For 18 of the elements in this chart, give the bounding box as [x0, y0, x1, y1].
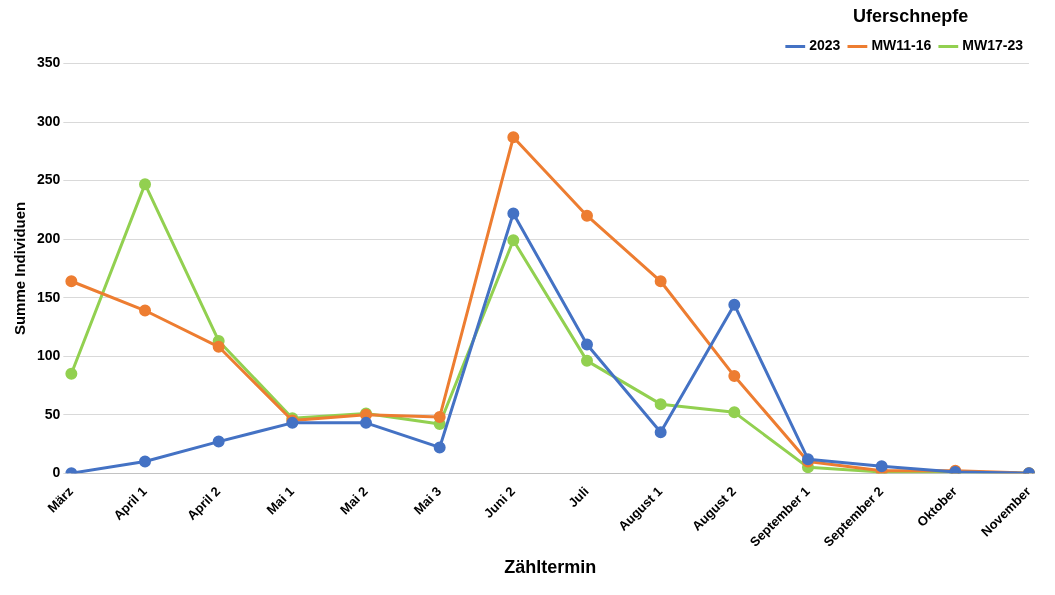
y-tick-label: 150	[37, 288, 61, 305]
y-tick-label: 300	[37, 112, 61, 129]
y-tick-label: 50	[44, 405, 61, 422]
x-axis-title: Zähltermin	[504, 557, 597, 578]
legend-label: 2023	[809, 37, 841, 54]
legend-label: MW11-16	[871, 37, 932, 54]
x-tick-label: Mai 1	[263, 483, 297, 518]
y-tick-label: 100	[37, 347, 61, 364]
y-axis-title: Summe Individuen	[11, 201, 29, 336]
y-tick-label: 350	[37, 54, 61, 71]
y-tick-label: 200	[37, 230, 61, 246]
x-tick-label: Mai 2	[337, 483, 371, 518]
legend-title: Uferschnepfe	[853, 5, 969, 26]
legend-label: MW17-23	[962, 37, 1024, 54]
y-tick-label: 250	[37, 171, 61, 188]
x-tick-label: Juli	[565, 483, 592, 511]
x-tick-label: Mai 3	[410, 483, 445, 518]
y-tick-label: 0	[52, 464, 61, 481]
